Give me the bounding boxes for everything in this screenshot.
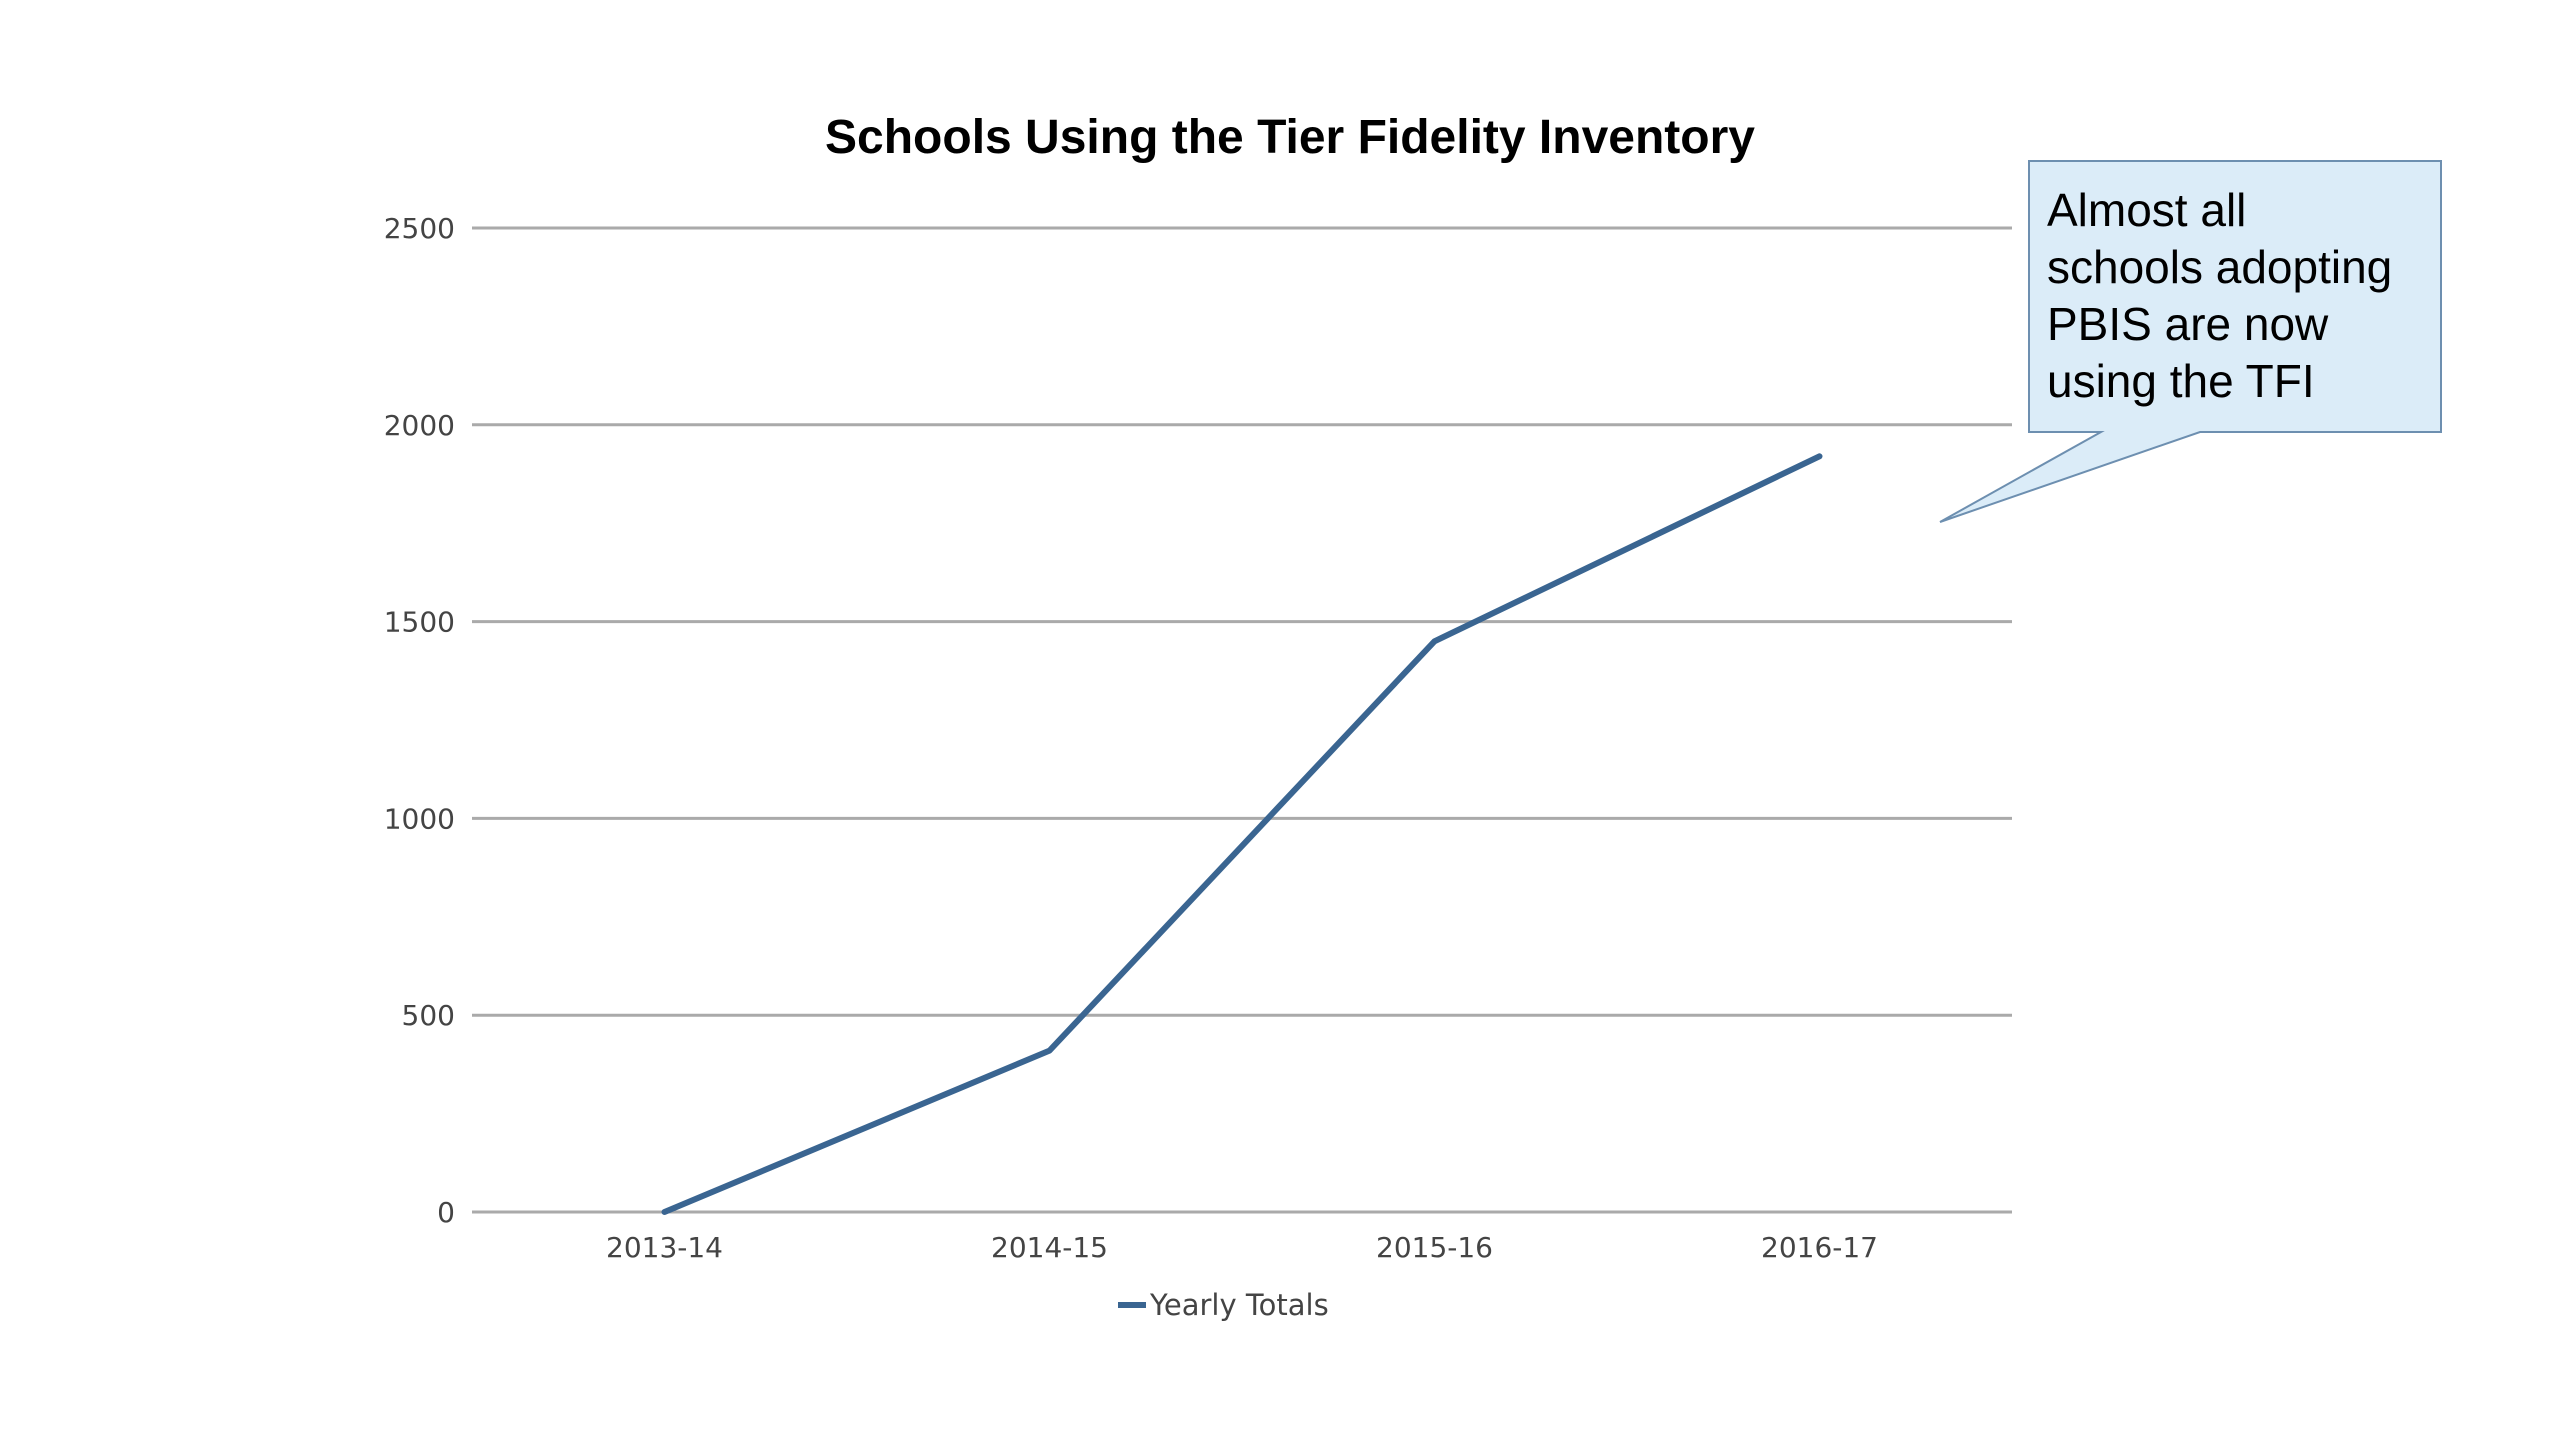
- chart-title: Schools Using the Tier Fidelity Inventor…: [825, 111, 1755, 164]
- data-point: [1817, 454, 1822, 459]
- data-point: [1432, 639, 1437, 644]
- callout-bubble: [1939, 160, 2442, 523]
- y-tick-label: 1000: [384, 802, 455, 835]
- legend: Yearly Totals: [1118, 1288, 1329, 1322]
- callout-text: Almost all schools adopting PBIS are now us…: [2047, 184, 2392, 407]
- callout-line: Almost all: [2047, 184, 2246, 236]
- x-tick-label: 2014-15: [991, 1231, 1108, 1264]
- callout-line: schools adopting: [2047, 241, 2392, 293]
- y-axis-ticks: 0 500 1000 1500 2000 2500: [384, 212, 455, 1229]
- x-tick-label: 2013-14: [606, 1231, 723, 1264]
- callout: Almost all schools adopting PBIS are now us…: [1939, 160, 2442, 523]
- legend-label: Yearly Totals: [1149, 1288, 1329, 1322]
- series-line: [661, 453, 1823, 1215]
- data-point: [1047, 1048, 1052, 1053]
- x-axis-ticks: 2013-14 2014-15 2015-16 2016-17: [606, 1231, 1878, 1264]
- data-point: [662, 1210, 667, 1214]
- x-tick-label: 2016-17: [1761, 1231, 1878, 1264]
- callout-line: PBIS are now: [2047, 298, 2329, 350]
- callout-line: using the TFI: [2047, 355, 2315, 407]
- y-tick-label: 0: [437, 1196, 455, 1229]
- y-tick-label: 2500: [384, 212, 455, 245]
- y-tick-label: 2000: [384, 409, 455, 442]
- series-layer: [661, 453, 1823, 1215]
- y-tick-label: 1500: [384, 606, 455, 639]
- gridlines: [472, 226, 2012, 1214]
- x-tick-label: 2015-16: [1376, 1231, 1493, 1264]
- y-tick-label: 500: [402, 999, 455, 1032]
